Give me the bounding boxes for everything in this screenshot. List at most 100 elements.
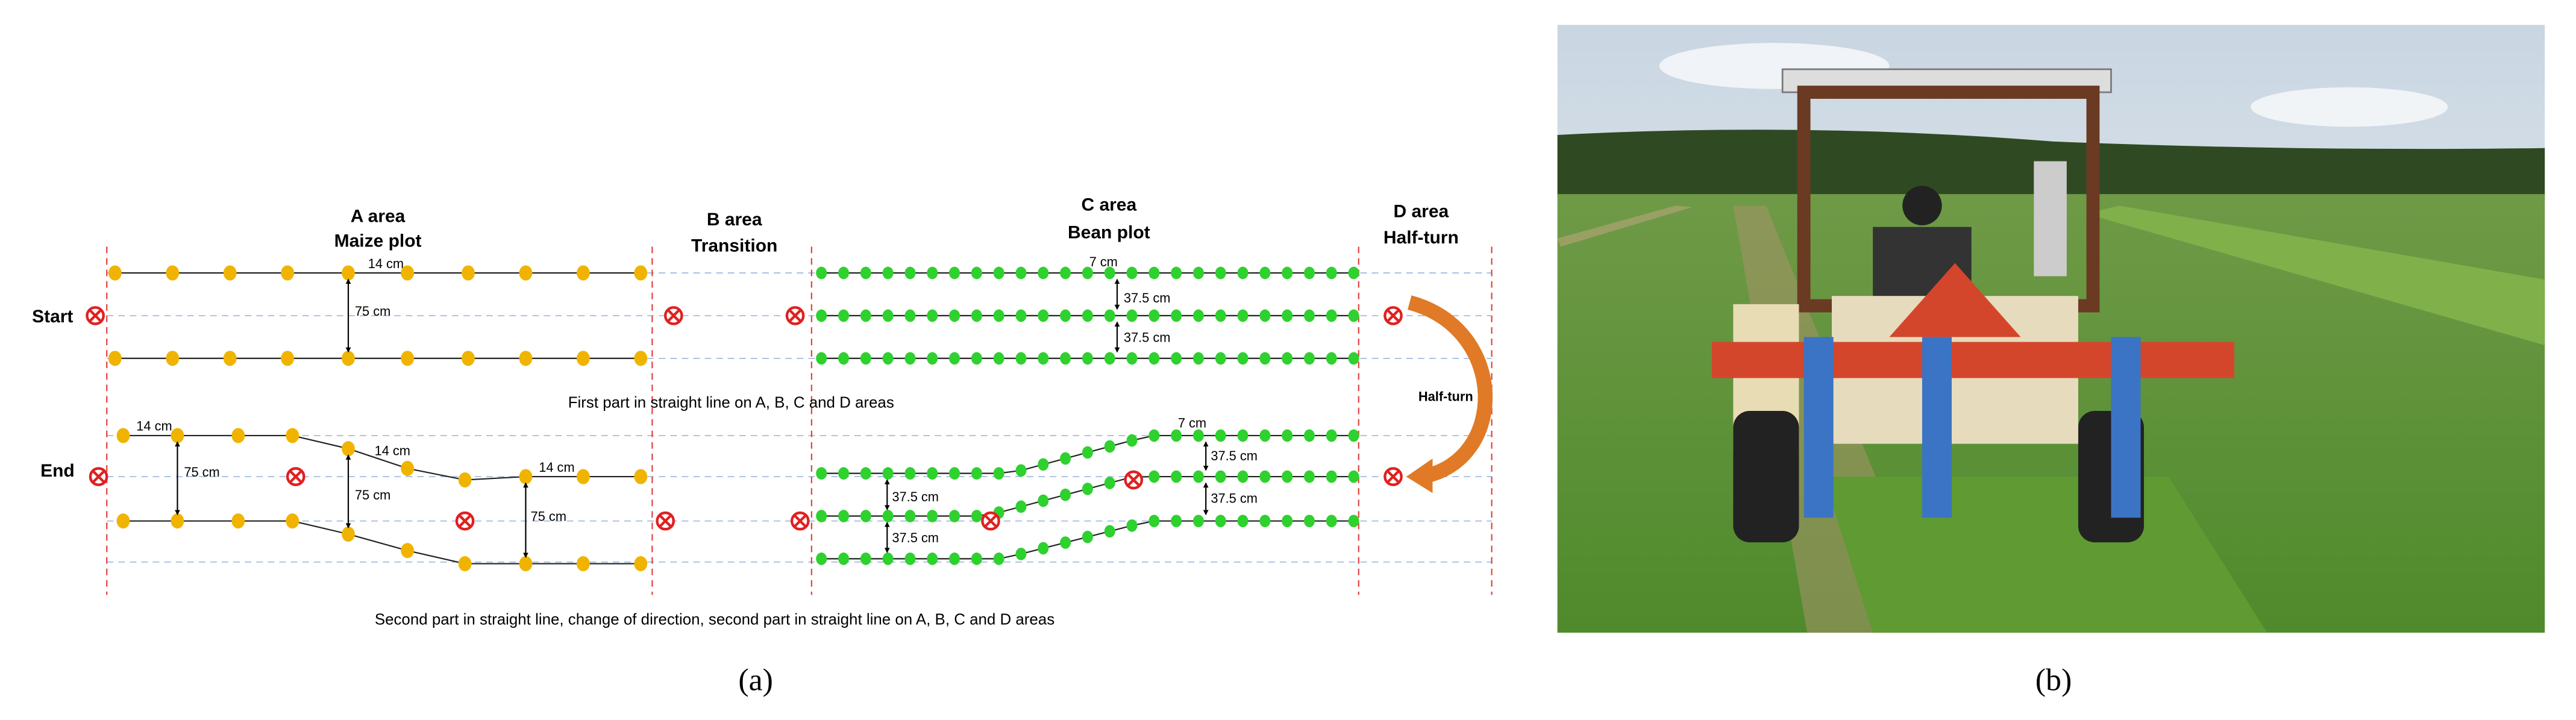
plant	[971, 309, 982, 322]
plant	[1237, 429, 1249, 442]
plant	[1192, 515, 1204, 528]
plant	[1215, 515, 1226, 528]
plant	[1149, 429, 1160, 442]
plant	[1192, 309, 1204, 322]
marker-cross	[789, 310, 801, 322]
hoe	[1804, 337, 1834, 518]
plant	[860, 467, 871, 480]
plant	[816, 266, 827, 280]
panel-a-diagram: A area Maize plot B area Transition C ar…	[32, 195, 1493, 628]
plant	[1082, 309, 1093, 322]
plant	[1149, 266, 1160, 280]
plant	[927, 309, 938, 322]
panel-b-photo	[1557, 25, 2545, 633]
plant	[166, 351, 180, 366]
measurement: 75 cm	[355, 304, 390, 319]
plant	[949, 352, 961, 365]
plant	[1038, 352, 1049, 365]
plant	[904, 309, 916, 322]
marker-cross	[290, 471, 302, 483]
plant	[1038, 309, 1049, 322]
plant	[949, 266, 961, 280]
plant	[1215, 470, 1226, 483]
stop-marker	[89, 467, 108, 486]
marker-cross	[668, 310, 680, 322]
plant	[1171, 309, 1182, 322]
plant	[1015, 464, 1027, 477]
track	[1557, 205, 1693, 247]
plant	[1348, 470, 1359, 483]
area-desc: Maize plot	[334, 231, 422, 251]
plant	[1060, 452, 1071, 465]
plant	[223, 351, 237, 366]
plant	[1082, 530, 1093, 543]
plant	[904, 553, 916, 565]
plant	[1060, 309, 1071, 322]
plant	[462, 351, 475, 366]
plant	[458, 472, 472, 488]
plant	[816, 352, 827, 365]
area-desc: Transition	[691, 236, 777, 256]
plant	[1015, 548, 1027, 560]
plant	[231, 428, 245, 443]
plant-row	[123, 518, 641, 566]
measurement: 14 cm	[136, 419, 172, 434]
plant	[1104, 440, 1115, 453]
stop-marker	[785, 306, 805, 325]
plant	[1303, 470, 1315, 483]
plant	[1126, 309, 1138, 322]
plant	[927, 510, 938, 522]
plant	[1348, 515, 1359, 528]
plant	[927, 266, 938, 280]
plant	[1303, 352, 1315, 365]
plant	[1215, 266, 1226, 280]
plant	[904, 266, 916, 280]
area-title: A area	[351, 206, 406, 226]
measurement: 7 cm	[1089, 254, 1118, 269]
plant	[1104, 525, 1115, 538]
plant	[1303, 515, 1315, 528]
half-turn-label: Half-turn	[1418, 389, 1473, 404]
measurement: 37.5 cm	[1124, 290, 1171, 305]
measurement: 14 cm	[539, 460, 574, 475]
plant	[166, 265, 180, 281]
plant	[971, 352, 982, 365]
plant	[860, 553, 871, 565]
plant	[1060, 266, 1071, 280]
plant	[462, 265, 475, 281]
plant	[576, 556, 590, 572]
marker-cross	[1127, 474, 1139, 486]
plant	[1104, 352, 1115, 365]
plant	[1126, 434, 1138, 447]
measurement: 37.5 cm	[892, 489, 939, 504]
hoe	[2111, 337, 2141, 518]
plant	[576, 469, 590, 484]
plant	[342, 351, 355, 366]
plant	[1082, 446, 1093, 459]
plant	[231, 513, 245, 529]
plant	[171, 513, 184, 529]
hitch	[1889, 263, 2021, 337]
plant	[1126, 352, 1138, 365]
plant	[519, 469, 533, 484]
plant	[971, 266, 982, 280]
plant	[860, 510, 871, 522]
driver-head	[1902, 186, 1942, 225]
plant	[1082, 483, 1093, 495]
marker-cross	[89, 310, 101, 322]
plant	[223, 265, 237, 281]
marker-cross	[459, 515, 471, 527]
marker-cross	[1387, 471, 1399, 483]
plant	[1348, 309, 1359, 322]
measurement: 37.5 cm	[1211, 491, 1258, 506]
plant	[1171, 470, 1182, 483]
stop-marker	[656, 511, 675, 531]
plant	[927, 553, 938, 565]
plant	[519, 351, 533, 366]
plant	[401, 460, 415, 476]
plant	[576, 265, 590, 281]
plant	[634, 351, 648, 366]
plant	[1104, 477, 1115, 489]
crop-rows	[2086, 205, 2545, 345]
plant	[1282, 429, 1293, 442]
